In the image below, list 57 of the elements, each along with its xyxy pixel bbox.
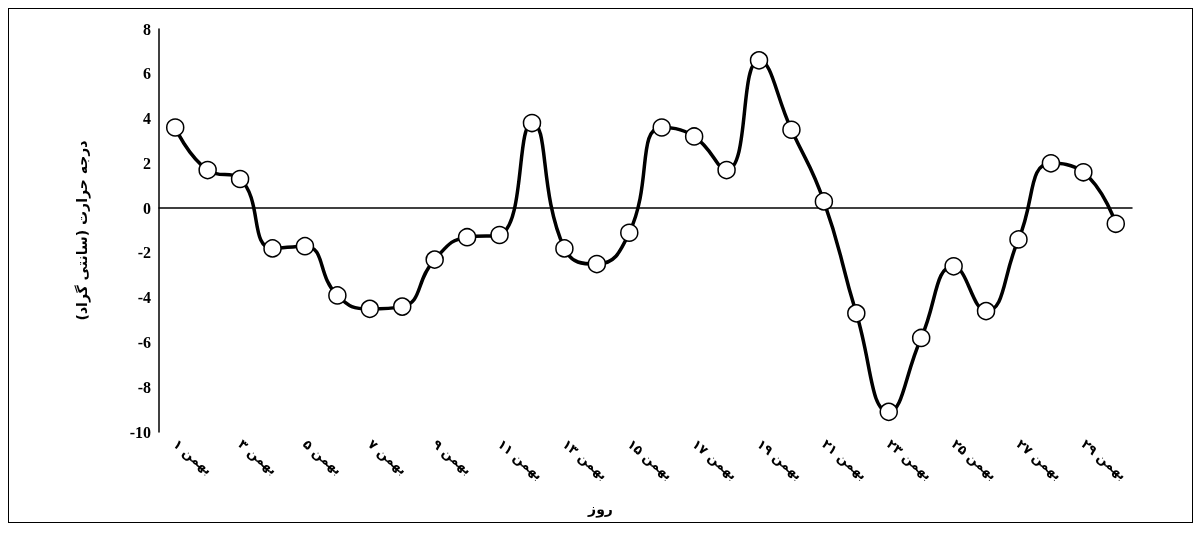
y-tick-label: -8 (137, 378, 151, 396)
x-tick-label: بهمن ۱۱ (494, 436, 546, 483)
point (360, 299, 380, 319)
point (1074, 163, 1093, 182)
x-tick-label: بهمن ۳ (235, 436, 281, 478)
point (717, 160, 736, 180)
point (230, 169, 250, 189)
point (749, 51, 769, 70)
x-tick-label: بهمن ۲۱ (819, 436, 871, 483)
point (879, 402, 898, 422)
x-tick-label: بهمن ۱۳ (559, 436, 611, 483)
y-tick-label: -4 (137, 289, 151, 307)
point (198, 160, 217, 180)
point (295, 236, 315, 256)
x-axis-title: روز (587, 501, 613, 518)
point (393, 297, 412, 316)
x-tick-label: بهمن ۷ (364, 436, 411, 478)
y-tick-label: -2 (137, 244, 151, 262)
point (1106, 214, 1126, 234)
y-tick-label: 0 (143, 199, 151, 217)
point (976, 301, 996, 321)
x-tick-label: بهمن ۵ (300, 436, 346, 478)
x-tick-label: بهمن ۱ (170, 436, 216, 478)
point (457, 227, 477, 247)
point (490, 225, 509, 245)
y-tick-label: -10 (129, 423, 151, 441)
point (1009, 230, 1028, 249)
point (944, 257, 963, 276)
point (684, 127, 704, 146)
point (587, 254, 607, 274)
y-tick-label: 4 (143, 110, 151, 128)
point (911, 328, 931, 348)
point (782, 120, 801, 139)
point (1041, 154, 1061, 173)
y-tick-label: 6 (143, 65, 151, 83)
x-tick-label: بهمن ۱۷ (689, 436, 741, 483)
y-tick-label: -6 (137, 333, 151, 351)
x-tick-label: بهمن ۲۳ (883, 436, 936, 483)
point (165, 118, 185, 137)
point (652, 118, 671, 137)
x-tick-label: بهمن ۹ (429, 436, 475, 478)
y-tick-label: 8 (143, 20, 151, 38)
point (522, 113, 542, 133)
point (847, 304, 866, 323)
point (620, 223, 639, 242)
point (814, 192, 834, 211)
x-tick-label: بهمن ۱۵ (624, 436, 676, 483)
x-tick-label: بهمن ۲۷ (1013, 436, 1065, 483)
x-tick-label: بهمن ۱۹ (754, 436, 806, 483)
y-axis-title: درجه حرارت (سانتی گراد) (74, 140, 91, 321)
y-tick-label: 2 (143, 154, 151, 172)
x-tick-label: بهمن ۲۵ (948, 436, 1001, 483)
point (425, 250, 444, 269)
point (328, 286, 347, 305)
point (263, 239, 282, 258)
point (555, 239, 574, 258)
x-tick-label: بهمن ۲۹ (1078, 436, 1130, 483)
